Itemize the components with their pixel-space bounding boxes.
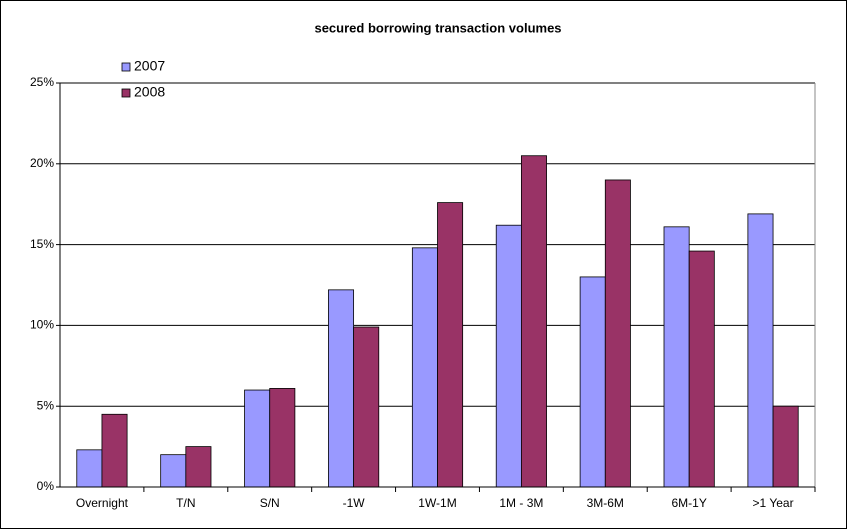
x-tick-label: 3M-6M [587,496,624,510]
bar [437,202,464,488]
bar [244,389,271,488]
x-tick-label: S/N [260,496,280,510]
bar [772,405,799,488]
bar [411,247,438,488]
y-tick-label: 0% [37,479,55,493]
bar [495,224,522,488]
bar [328,289,355,488]
y-tick-label: 15% [30,237,54,251]
x-tick-label: T/N [176,496,195,510]
x-tick-label: -1W [343,496,366,510]
legend-label: 2007 [134,58,165,74]
y-tick-label: 5% [37,398,55,412]
legend-swatch [121,62,131,72]
bar [76,449,103,488]
bar [353,326,380,488]
x-tick-label: 1W-1M [418,496,456,510]
bar [269,388,296,488]
chart-title: secured borrowing transaction volumes [314,20,561,35]
legend-swatch [121,88,131,98]
bar [688,250,715,488]
bar [185,446,212,488]
y-tick-label: 10% [30,318,54,332]
bar [663,226,690,488]
y-tick-label: 20% [30,156,54,170]
bar [160,454,187,488]
legend-label: 2008 [134,84,165,100]
bar [604,179,631,488]
x-tick-label: 6M-1Y [671,496,706,510]
x-tick-label: >1 Year [753,496,794,510]
bar [520,155,547,488]
y-tick-label: 25% [30,75,54,89]
x-tick-label: Overnight [76,496,129,510]
x-tick-label: 1M - 3M [499,496,543,510]
bar [579,276,606,488]
bar [101,413,128,488]
bar [747,213,774,488]
